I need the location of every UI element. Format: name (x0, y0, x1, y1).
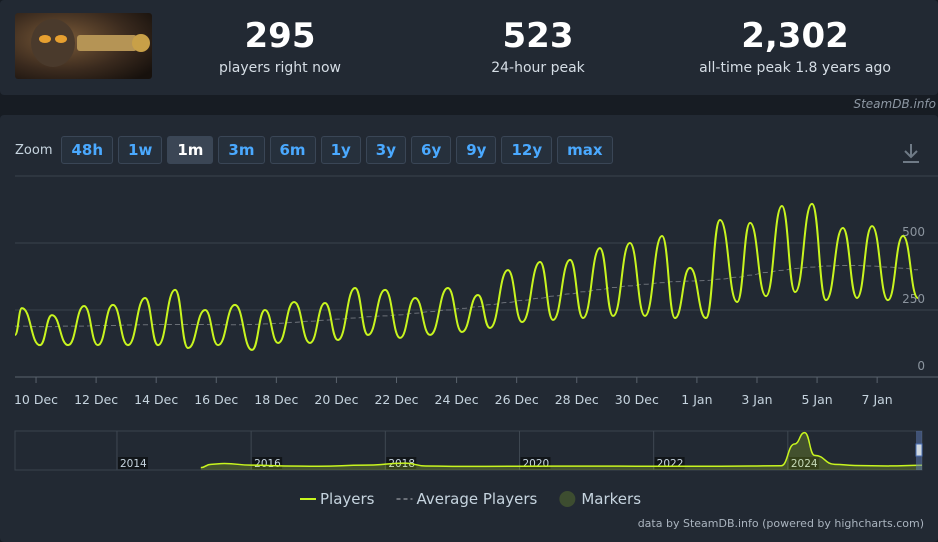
legend-label[interactable]: Markers (581, 490, 641, 508)
zoom-button[interactable]: 3m (218, 136, 265, 164)
x-tick-label: 14 Dec (134, 392, 178, 407)
x-tick-label: 18 Dec (254, 392, 298, 407)
stat-value: 295 (244, 16, 316, 56)
stat-label: players right now (219, 60, 341, 76)
navigator-tick-label: 2014 (120, 458, 147, 470)
navigator-tick-label: 2024 (791, 458, 818, 470)
series-line (14, 202, 919, 351)
legend-swatch (559, 491, 576, 507)
x-tick-label: 22 Dec (374, 392, 418, 407)
zoom-bar: Zoom 48h 1w 1m 3m 6m 1y 3y 6y 9y 12y max (15, 136, 613, 164)
navigator-line (200, 431, 923, 469)
x-tick-label: 10 Dec (14, 392, 58, 407)
navigator-label-bg (788, 457, 819, 469)
navigator-tick-label: 2020 (522, 458, 549, 470)
stat-label: 24-hour peak (491, 60, 585, 76)
series-line (15, 265, 919, 328)
zoom-button[interactable]: 6m (269, 136, 316, 164)
x-tick-label: 7 Jan (862, 392, 893, 407)
x-tick-label: 28 Dec (555, 392, 599, 407)
download-button[interactable] (899, 141, 923, 165)
zoom-button[interactable]: 6y (411, 136, 452, 164)
x-tick-label: 3 Jan (741, 392, 772, 407)
x-tick-label: 26 Dec (495, 392, 539, 407)
zoom-button[interactable]: 1y (320, 136, 361, 164)
zoom-button[interactable]: 1w (118, 136, 163, 164)
zoom-button[interactable]: 12y (501, 136, 553, 164)
y-tick-label: 0 (917, 359, 925, 373)
y-tick-label: 250 (902, 292, 925, 306)
chart-panel: Zoom 48h 1w 1m 3m 6m 1y 3y 6y 9y 12y max data by S… (0, 115, 938, 542)
zoom-button[interactable]: 3y (365, 136, 407, 164)
y-tick-label: 500 (902, 225, 925, 239)
stat-value: 523 (502, 16, 574, 56)
stat-value: 2,302 (741, 16, 849, 56)
navigator-tick-label: 2016 (254, 458, 281, 470)
navigator-handle (915, 443, 923, 457)
credits: data by SteamDB.info (powered by highcha… (637, 517, 924, 530)
watermark: SteamDB.info (853, 97, 936, 111)
zoom-label: Zoom (15, 142, 53, 158)
stat: 2,302 all-time peak 1.8 years ago (675, 14, 915, 78)
legend-label[interactable]: Average Players (417, 490, 538, 508)
header: 295 players right now 523 24-hour peak 2,302… (0, 0, 938, 111)
zoom-button[interactable]: 9y (456, 136, 497, 164)
game-image (15, 13, 152, 79)
navigator-bg (14, 430, 923, 471)
stat-label: all-time peak 1.8 years ago (699, 60, 891, 76)
x-tick-label: 5 Jan (801, 392, 832, 407)
x-tick-label: 30 Dec (615, 392, 659, 407)
zoom-button[interactable]: 48h (61, 136, 114, 164)
legend-label[interactable]: Players (320, 490, 375, 508)
zoom-button[interactable]: 1m (167, 136, 214, 164)
zoom-button[interactable]: max (557, 136, 613, 164)
stat: 295 players right now (160, 14, 400, 78)
x-tick-label: 12 Dec (74, 392, 118, 407)
navigator-tick-label: 2018 (388, 458, 415, 470)
navigator-label-bg (117, 457, 148, 469)
x-tick-label: 16 Dec (194, 392, 238, 407)
x-tick-label: 1 Jan (681, 392, 712, 407)
x-tick-label: 20 Dec (314, 392, 358, 407)
stat: 523 24-hour peak (418, 14, 658, 78)
x-tick-label: 24 Dec (435, 392, 479, 407)
